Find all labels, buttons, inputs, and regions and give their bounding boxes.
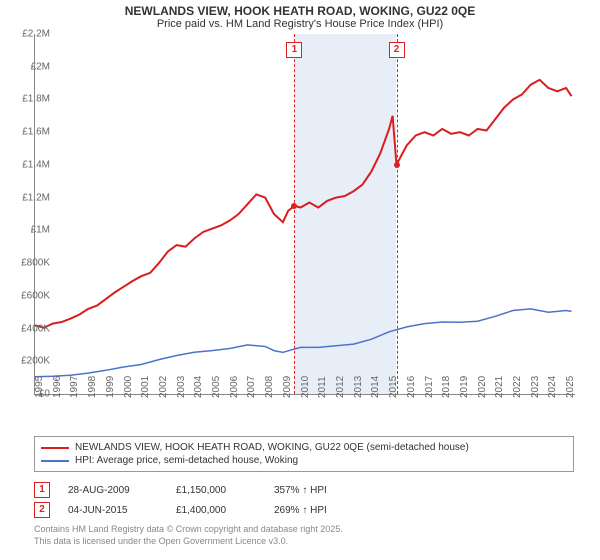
x-tick-label: 2019: [459, 376, 470, 398]
sale-vline: [397, 34, 398, 394]
x-tick-label: 2008: [264, 376, 275, 398]
sale-pct: 357% ↑ HPI: [274, 485, 354, 496]
x-tick-label: 1995: [34, 376, 45, 398]
sale-date: 28-AUG-2009: [68, 485, 158, 496]
x-tick-label: 2012: [335, 376, 346, 398]
x-tick-label: 2003: [176, 376, 187, 398]
y-tick-label: £1.8M: [22, 94, 50, 105]
sale-price: £1,150,000: [176, 485, 256, 496]
x-tick-label: 2014: [370, 376, 381, 398]
sales-table: 1 28-AUG-2009 £1,150,000 357% ↑ HPI 2 04-JUN-…: [34, 480, 574, 520]
sale-row: 2 04-JUN-2015 £1,400,000 269% ↑ HPI: [34, 500, 574, 520]
line-layer: [35, 34, 575, 394]
legend-row: NEWLANDS VIEW, HOOK HEATH ROAD, WOKING, …: [41, 441, 567, 454]
y-tick-label: £400K: [21, 323, 50, 334]
x-tick-label: 2023: [530, 376, 541, 398]
y-tick-label: £2M: [31, 61, 50, 72]
x-tick-label: 1999: [105, 376, 116, 398]
x-tick-label: 2025: [565, 376, 576, 398]
x-tick-label: 2009: [282, 376, 293, 398]
sale-index-box: 2: [34, 502, 50, 518]
chart: 12 £0£200K£400K£600K£800K£1M£1.2M£1.4M£1…: [34, 34, 594, 424]
x-tick-label: 2024: [547, 376, 558, 398]
legend-swatch: [41, 447, 69, 449]
legend-row: HPI: Average price, semi-detached house,…: [41, 454, 567, 467]
sale-date: 04-JUN-2015: [68, 505, 158, 516]
x-tick-label: 1998: [87, 376, 98, 398]
x-tick-label: 2013: [353, 376, 364, 398]
footer-line-1: Contains HM Land Registry data © Crown c…: [34, 524, 574, 536]
series-line: [35, 80, 572, 328]
x-tick-label: 2010: [300, 376, 311, 398]
y-tick-label: £2.2M: [22, 29, 50, 40]
x-tick-label: 2020: [477, 376, 488, 398]
sale-marker-dot: [291, 203, 297, 209]
x-tick-label: 2021: [494, 376, 505, 398]
sale-vline: [294, 34, 295, 394]
x-tick-label: 2002: [158, 376, 169, 398]
y-tick-label: £1.6M: [22, 127, 50, 138]
x-tick-label: 1996: [52, 376, 63, 398]
x-tick-label: 2017: [424, 376, 435, 398]
y-tick-label: £1.4M: [22, 159, 50, 170]
legend-label: HPI: Average price, semi-detached house,…: [75, 455, 298, 466]
series-line: [35, 309, 572, 377]
x-tick-label: 2000: [123, 376, 134, 398]
sale-index-box: 1: [34, 482, 50, 498]
legend-swatch: [41, 460, 69, 462]
sale-pct: 269% ↑ HPI: [274, 505, 354, 516]
sale-marker-box: 1: [286, 42, 302, 58]
legend-label: NEWLANDS VIEW, HOOK HEATH ROAD, WOKING, …: [75, 442, 469, 453]
footer-line-2: This data is licensed under the Open Gov…: [34, 536, 574, 548]
y-tick-label: £200K: [21, 356, 50, 367]
x-tick-label: 2001: [140, 376, 151, 398]
title-line-1: NEWLANDS VIEW, HOOK HEATH ROAD, WOKING, …: [0, 0, 600, 18]
footer-attribution: Contains HM Land Registry data © Crown c…: [34, 524, 574, 547]
plot-area: 12: [34, 34, 575, 395]
title-line-2: Price paid vs. HM Land Registry's House …: [0, 18, 600, 34]
y-tick-label: £1M: [31, 225, 50, 236]
sale-price: £1,400,000: [176, 505, 256, 516]
x-tick-label: 2016: [406, 376, 417, 398]
sale-row: 1 28-AUG-2009 £1,150,000 357% ↑ HPI: [34, 480, 574, 500]
sale-marker-box: 2: [389, 42, 405, 58]
x-tick-label: 2011: [317, 376, 328, 398]
x-tick-label: 2005: [211, 376, 222, 398]
legend: NEWLANDS VIEW, HOOK HEATH ROAD, WOKING, …: [34, 436, 574, 472]
x-tick-label: 2015: [388, 376, 399, 398]
y-tick-label: £600K: [21, 290, 50, 301]
x-tick-label: 2018: [441, 376, 452, 398]
x-tick-label: 2004: [193, 376, 204, 398]
y-tick-label: £800K: [21, 258, 50, 269]
x-tick-label: 1997: [69, 376, 80, 398]
y-tick-label: £1.2M: [22, 192, 50, 203]
x-tick-label: 2007: [246, 376, 257, 398]
sale-marker-dot: [394, 162, 400, 168]
x-tick-label: 2022: [512, 376, 523, 398]
x-tick-label: 2006: [229, 376, 240, 398]
